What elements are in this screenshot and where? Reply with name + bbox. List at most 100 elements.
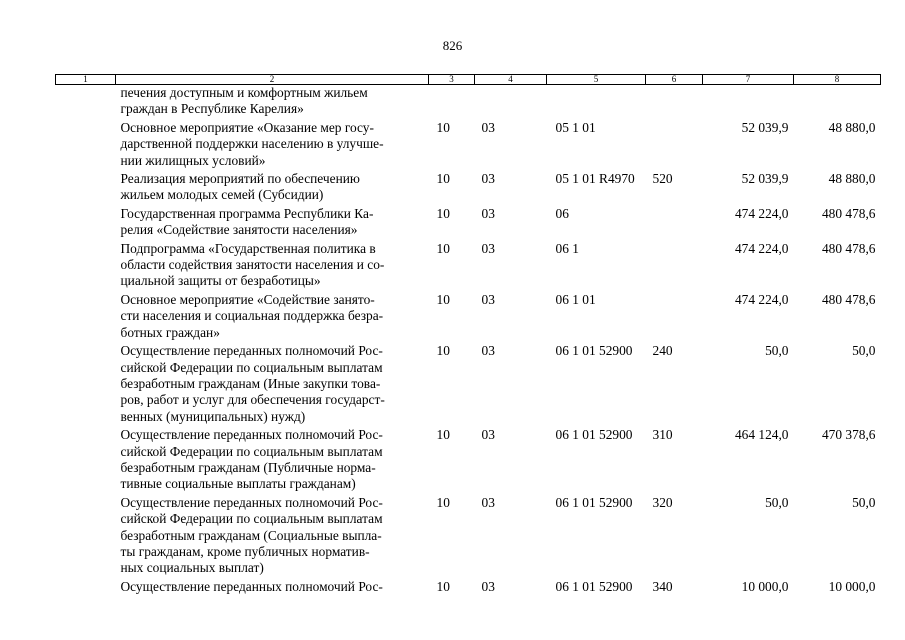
- budget-table: 1 2 3 4 5 6 7 8 печения доступным и комф…: [55, 74, 881, 595]
- table-row: Основное мероприятие «Оказание мер госу-…: [56, 118, 881, 169]
- description-line: сти населения и социальная поддержка без…: [120, 308, 384, 324]
- description-line: Осуществление переданных полномочий Рос-: [120, 427, 383, 443]
- column-header-2: 2: [115, 74, 429, 85]
- cell-section: 10: [436, 171, 450, 187]
- cell-description: Государственная программа Республики Ка-…: [116, 204, 429, 239]
- cell-amount-year-2: 50,0: [852, 494, 876, 510]
- cell-subsection: 03: [481, 427, 495, 443]
- cell-section: 10: [436, 205, 450, 221]
- column-header-4: 4: [474, 74, 547, 85]
- cell-description: печения доступным и комфортным жильем гра…: [116, 85, 429, 118]
- cell-target-article: 06 1 01 52900: [555, 427, 633, 443]
- cell-amount-year-2: [794, 85, 881, 118]
- cell-section: [429, 85, 475, 118]
- cell-amount-year-1: 474 224,0: [734, 240, 789, 256]
- cell-description: Осуществление переданных полномочий Рос-…: [116, 341, 429, 425]
- description-line: сийской Федерации по социальным выплатам: [120, 359, 383, 375]
- cell-target-article: 06 1 01 52900: [555, 343, 633, 359]
- cell-expense-type: [646, 290, 703, 341]
- description-line: сийской Федерации по социальным выплатам: [120, 443, 383, 459]
- cell-amount-year-2: 470 378,6: [821, 427, 876, 443]
- table-row: Подпрограмма «Государственная политика в…: [56, 239, 881, 290]
- table-row: Основное мероприятие «Содействие занято-…: [56, 290, 881, 341]
- cell-amount-year-1: 474 224,0: [734, 291, 789, 307]
- cell-amount-year-2: 50,0: [852, 343, 876, 359]
- cell-section: 10: [436, 427, 450, 443]
- table-row: Осуществление переданных полномочий Рос-…: [56, 493, 881, 577]
- cell-subsection: 03: [481, 171, 495, 187]
- cell-target-article: 06 1: [555, 240, 579, 256]
- column-header-3: 3: [428, 74, 475, 85]
- cell-expense-type: [646, 204, 703, 239]
- cell-target-article: 06 1 01: [555, 291, 596, 307]
- description-line: циальной защиты от безработицы»: [120, 273, 321, 289]
- cell-target-article: 05 1 01 R4970: [555, 171, 635, 187]
- description-line: Государственная программа Республики Ка-: [120, 205, 374, 221]
- description-line: безработным гражданам (Социальные выпла-: [120, 527, 382, 543]
- description-line: области содействия занятости населения и…: [120, 257, 385, 273]
- description-line: жильем молодых семей (Субсидии): [120, 187, 324, 203]
- cell-expense-type: 240: [652, 343, 673, 359]
- description-line: безработным гражданам (Публичные норма-: [120, 459, 376, 475]
- description-line: Осуществление переданных полномочий Рос-: [120, 578, 383, 594]
- cell-description: Реализация мероприятий по обеспечению жил…: [116, 169, 429, 204]
- cell-expense-type: [646, 85, 703, 118]
- table-row: Реализация мероприятий по обеспечению жил…: [56, 169, 881, 204]
- table-row: Осуществление переданных полномочий Рос-…: [56, 425, 881, 493]
- description-line: сийской Федерации по социальным выплатам: [120, 511, 383, 527]
- description-line: Подпрограмма «Государственная политика в: [120, 240, 376, 256]
- description-line: ров, работ и услуг для обеспечения госуд…: [120, 392, 385, 408]
- cell-description: Осуществление переданных полномочий Рос-…: [116, 425, 429, 493]
- cell-target-article: 06 1 01 52900: [555, 494, 633, 510]
- column-number-header-row: 1 2 3 4 5 6 7 8: [55, 74, 881, 85]
- description-line: дарственной поддержки населению в улучше…: [120, 136, 384, 152]
- column-header-8: 8: [793, 74, 881, 85]
- cell-expense-type: 320: [652, 494, 673, 510]
- cell-amount-year-2: 480 478,6: [821, 240, 876, 256]
- description-line: Осуществление переданных полномочий Рос-: [120, 343, 383, 359]
- description-line: ботных граждан»: [120, 324, 220, 340]
- table-row: Государственная программа Республики Ка-…: [56, 204, 881, 239]
- cell-subsection: [475, 85, 547, 118]
- cell-target-article: 05 1 01: [555, 119, 596, 135]
- description-line: венных (муниципальных) нужд): [120, 408, 306, 424]
- description-line: релия «Содействие занятости населения»: [120, 222, 358, 238]
- cell-amount-year-2: 48 880,0: [828, 171, 876, 187]
- column-header-1: 1: [55, 74, 116, 85]
- cell-target-article: 06 1 01 52900: [555, 578, 633, 594]
- description-line: тивные социальные выплаты гражданам): [120, 476, 356, 492]
- cell-target-article: 06: [555, 205, 569, 221]
- cell-expense-type: 520: [652, 171, 673, 187]
- cell-col-1: [56, 118, 116, 169]
- cell-amount-year-1: 52 039,9: [741, 119, 789, 135]
- cell-expense-type: 310: [652, 427, 673, 443]
- cell-col-1: [56, 425, 116, 493]
- column-header-5: 5: [546, 74, 646, 85]
- cell-description: Основное мероприятие «Оказание мер госу-…: [116, 118, 429, 169]
- page-number: 826: [442, 38, 463, 53]
- cell-amount-year-1: [703, 85, 794, 118]
- cell-col-1: [56, 493, 116, 577]
- cell-col-1: [56, 204, 116, 239]
- cell-section: 10: [436, 494, 450, 510]
- cell-target-article: [547, 85, 646, 118]
- cell-subsection: 03: [481, 494, 495, 510]
- description-line: Реализация мероприятий по обеспечению: [120, 171, 360, 187]
- cell-expense-type: [646, 239, 703, 290]
- cell-amount-year-2: 48 880,0: [828, 119, 876, 135]
- description-line: безработным гражданам (Иные закупки това…: [120, 375, 381, 391]
- cell-section: 10: [436, 291, 450, 307]
- description-line: Основное мероприятие «Содействие занято-: [120, 291, 375, 307]
- cell-section: 10: [436, 119, 450, 135]
- cell-description: Осуществление переданных полномочий Рос-…: [116, 493, 429, 577]
- cell-subsection: 03: [481, 205, 495, 221]
- cell-expense-type: [646, 118, 703, 169]
- cell-expense-type: 340: [652, 578, 673, 594]
- cell-section: 10: [436, 343, 450, 359]
- table-body: печения доступным и комфортным жильем гра…: [56, 85, 881, 596]
- cell-description: Осуществление переданных полномочий Рос-: [116, 577, 429, 595]
- table-row: Осуществление переданных полномочий Рос-…: [56, 341, 881, 425]
- cell-subsection: 03: [481, 578, 495, 594]
- cell-amount-year-1: 464 124,0: [734, 427, 789, 443]
- cell-amount-year-2: 10 000,0: [828, 578, 876, 594]
